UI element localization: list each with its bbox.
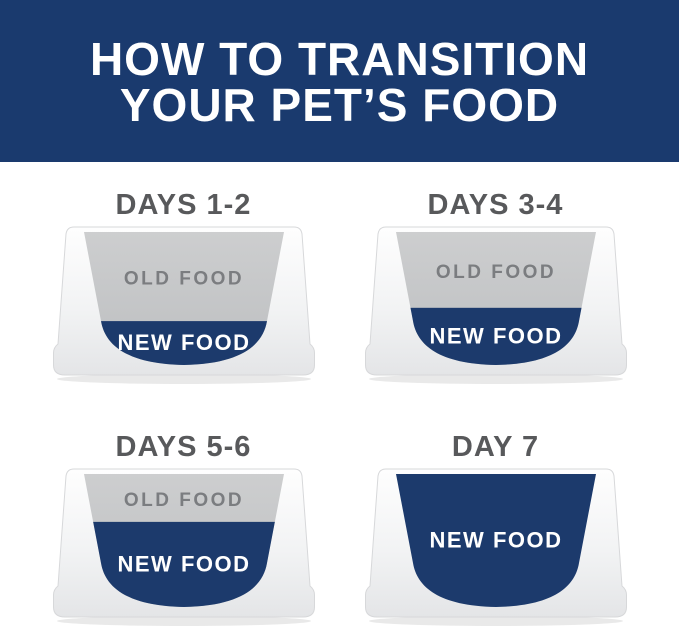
bowl-shadow <box>56 374 311 384</box>
bowl-panel-days-5-6: DAYS 5-6 <box>44 430 324 628</box>
food-bowl-illustration: OLD FOOD NEW FOOD <box>364 226 627 384</box>
day-label: DAYS 5-6 <box>115 431 252 463</box>
food-bowl-illustration: OLD FOOD NEW FOOD <box>52 468 315 626</box>
old-food-label: OLD FOOD <box>123 269 243 290</box>
new-food-label: NEW FOOD <box>117 551 250 576</box>
bowl-grid: DAYS 1-2 <box>0 188 679 628</box>
bowl-shadow <box>368 616 623 626</box>
new-food-label: NEW FOOD <box>429 323 562 348</box>
page-title-line2: YOUR PET’S FOOD <box>119 79 560 131</box>
food-bowl-illustration: NEW FOOD <box>364 468 627 626</box>
old-food-label: OLD FOOD <box>123 490 243 511</box>
new-food-area <box>395 474 596 607</box>
day-label: DAYS 1-2 <box>115 189 252 221</box>
new-food-label: NEW FOOD <box>429 528 562 553</box>
new-food-label: NEW FOOD <box>117 330 250 355</box>
bowl-shadow <box>56 616 311 626</box>
old-food-label: OLD FOOD <box>435 262 555 283</box>
header-banner: HOW TO TRANSITION YOUR PET’S FOOD <box>0 0 679 162</box>
page-title-line1: HOW TO TRANSITION <box>89 33 590 85</box>
bowl-panel-day-7: DAY 7 NEW FOOD <box>356 430 636 628</box>
bowl-shadow <box>368 374 623 384</box>
bowl-panel-days-1-2: DAYS 1-2 <box>44 188 324 386</box>
food-bowl-illustration: OLD FOOD NEW FOOD <box>52 226 315 384</box>
bowl-panel-days-3-4: DAYS 3-4 <box>356 188 636 386</box>
day-label: DAYS 3-4 <box>427 189 564 221</box>
day-label: DAY 7 <box>451 431 540 463</box>
